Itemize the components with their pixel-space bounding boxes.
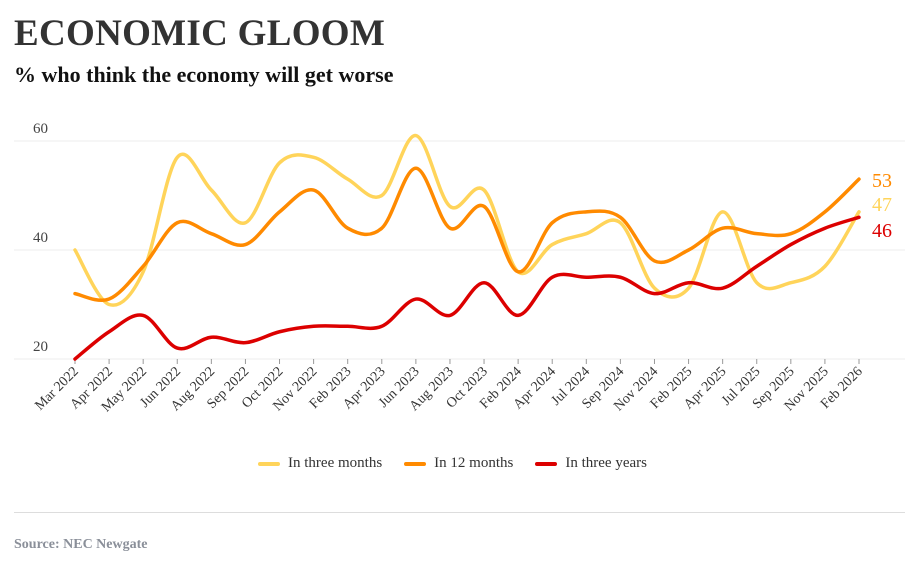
chart-subtitle: % who think the economy will get worse <box>14 62 394 87</box>
legend: In three months In 12 months In three year… <box>0 455 905 472</box>
legend-swatch <box>535 461 558 466</box>
divider <box>14 512 905 513</box>
end-value-label: 53 <box>872 170 892 192</box>
y-tick-label: 40 <box>33 230 48 246</box>
legend-item[interactable]: In 12 months <box>404 455 513 472</box>
series-line-in-three-years <box>73 215 861 361</box>
series-line-in-three-months <box>73 133 861 307</box>
legend-swatch <box>258 461 281 466</box>
legend-label: In three months <box>288 455 383 471</box>
end-value-label: 46 <box>872 220 892 242</box>
legend-swatch <box>404 461 427 466</box>
legend-label: In three years <box>565 455 647 471</box>
legend-label: In 12 months <box>434 455 514 471</box>
chart-title: ECONOMIC GLOOM <box>14 13 386 54</box>
y-tick-label: 20 <box>33 339 48 355</box>
legend-item[interactable]: In three months <box>258 455 382 472</box>
series-line-in-12-months <box>73 166 861 302</box>
y-tick-label: 60 <box>33 121 48 137</box>
end-value-label: 47 <box>872 194 892 216</box>
source-note: Source: NEC Newgate <box>14 537 148 552</box>
legend-item[interactable]: In three years <box>535 455 647 472</box>
